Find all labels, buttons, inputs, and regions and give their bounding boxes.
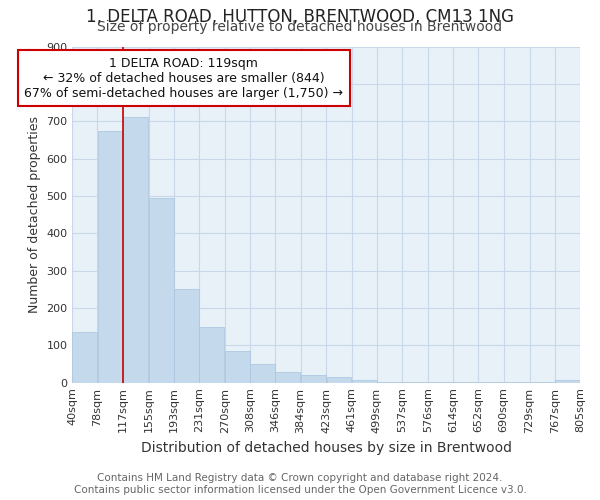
Bar [326,377,352,382]
Bar [275,372,301,382]
Bar [555,380,580,382]
Text: Contains HM Land Registry data © Crown copyright and database right 2024.
Contai: Contains HM Land Registry data © Crown c… [74,474,526,495]
Text: 1 DELTA ROAD: 119sqm
← 32% of detached houses are smaller (844)
67% of semi-deta: 1 DELTA ROAD: 119sqm ← 32% of detached h… [25,56,343,100]
Bar [149,198,173,382]
Bar [199,326,224,382]
Bar [98,130,122,382]
Y-axis label: Number of detached properties: Number of detached properties [28,116,41,313]
Bar [352,380,377,382]
Bar [73,332,97,382]
Bar [250,364,275,382]
Text: Size of property relative to detached houses in Brentwood: Size of property relative to detached ho… [97,20,503,34]
Text: 1, DELTA ROAD, HUTTON, BRENTWOOD, CM13 1NG: 1, DELTA ROAD, HUTTON, BRENTWOOD, CM13 1… [86,8,514,26]
Bar [301,375,326,382]
Bar [124,118,148,382]
Bar [174,290,199,382]
Bar [225,351,250,382]
X-axis label: Distribution of detached houses by size in Brentwood: Distribution of detached houses by size … [140,441,512,455]
